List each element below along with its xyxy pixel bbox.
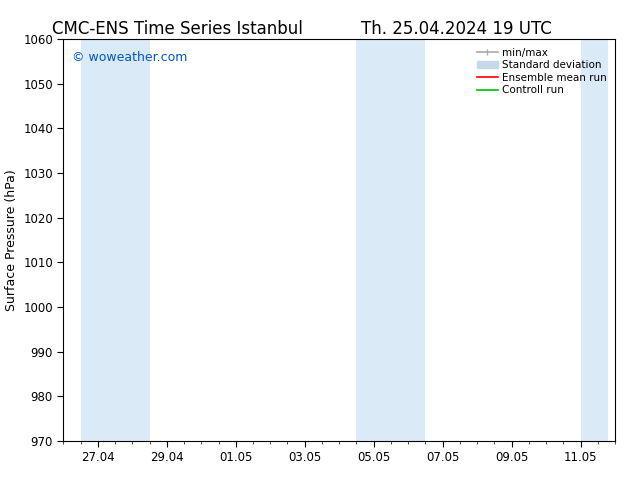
- Text: CMC-ENS Time Series Istanbul: CMC-ENS Time Series Istanbul: [52, 20, 303, 38]
- Bar: [391, 39, 425, 441]
- Bar: [81, 39, 115, 441]
- Text: © woweather.com: © woweather.com: [72, 51, 187, 64]
- Y-axis label: Surface Pressure (hPa): Surface Pressure (hPa): [4, 169, 18, 311]
- Bar: [115, 39, 150, 441]
- Legend: min/max, Standard deviation, Ensemble mean run, Controll run: min/max, Standard deviation, Ensemble me…: [474, 45, 610, 98]
- Bar: [581, 39, 608, 441]
- Bar: [356, 39, 391, 441]
- Text: Th. 25.04.2024 19 UTC: Th. 25.04.2024 19 UTC: [361, 20, 552, 38]
